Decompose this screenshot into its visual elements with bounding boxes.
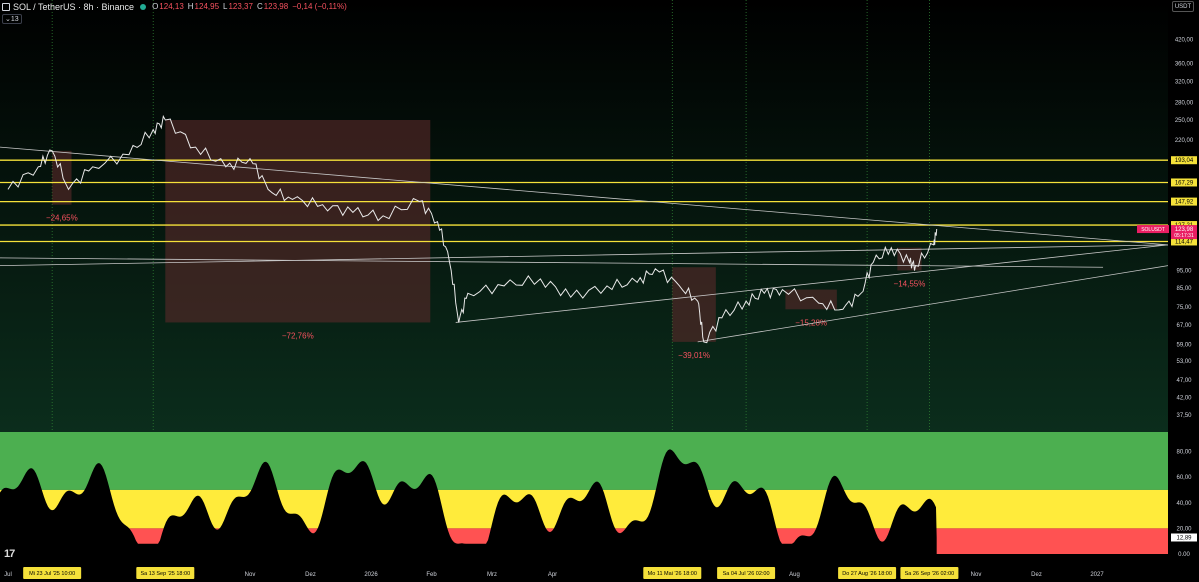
time-highlight-tag — [23, 567, 82, 579]
high-value: 124,95 — [194, 2, 220, 11]
tradingview-logo[interactable]: 17 — [4, 548, 15, 560]
oscillator-series — [0, 449, 937, 554]
symbol-tag-label: SOLUSDT — [1141, 227, 1165, 233]
drawdown-label: −14,55% — [894, 279, 926, 288]
price-tick-label: 250,00 — [1175, 118, 1194, 124]
drawdown-box — [785, 289, 837, 310]
price-tick-label: 420,00 — [1175, 37, 1194, 43]
level-tag — [1171, 197, 1197, 206]
level-tag-label: 147,92 — [1175, 200, 1194, 206]
time-highlight-label: Do 27 Aug '26 18:00 — [842, 571, 892, 577]
high-label: H — [187, 2, 194, 11]
indicator-count: 13 — [10, 15, 19, 23]
close-value: 123,98 — [263, 2, 289, 11]
price-tick-label: 85,00 — [1176, 286, 1192, 292]
time-highlight-tag — [838, 567, 897, 579]
time-highlight-label: Mo 11 Mai '26 18:00 — [648, 571, 697, 577]
time-highlight-tag — [717, 567, 776, 579]
price-tick-label: 47,00 — [1176, 378, 1192, 384]
price-tick-label: 59,00 — [1176, 343, 1192, 349]
time-tick-label: Aug — [789, 572, 800, 578]
drawdown-label: −72,76% — [282, 331, 314, 340]
price-tick-label: 53,00 — [1176, 359, 1192, 365]
symbol-icon — [2, 2, 10, 11]
change-value: −0,14 (−0,11%) — [292, 2, 347, 11]
drawdown-box — [165, 120, 431, 323]
currency-button[interactable]: USDT — [1172, 1, 1194, 12]
close-label: C — [256, 2, 263, 11]
time-highlight-label: Mi 23 Jul '25 10:00 — [29, 571, 75, 577]
time-tick-label: Jul — [4, 572, 12, 578]
oscillator-tick-label: 20,00 — [1176, 526, 1192, 532]
low-value: 123,37 — [228, 2, 253, 11]
open-value: 124,13 — [159, 2, 184, 11]
open-label: O — [152, 2, 159, 11]
time-highlight-label: Sa 26 Sep '26 02:00 — [905, 571, 955, 577]
price-tick-label: 42,00 — [1176, 395, 1192, 401]
level-tag — [1171, 237, 1197, 246]
time-tick-label: Apr — [548, 572, 557, 578]
indicator-toggle[interactable]: ⌄ 13 — [2, 14, 22, 24]
low-label: L — [223, 2, 228, 11]
price-tick-label: 280,00 — [1175, 100, 1194, 106]
trend-line — [0, 244, 1169, 267]
price-tick-label: 360,00 — [1175, 61, 1194, 67]
oscillator-value-label: 12,89 — [1176, 535, 1192, 541]
time-tick-label: 2027 — [1090, 572, 1104, 578]
drawdown-label: −39,01% — [678, 351, 710, 360]
time-tick-label: Nov — [971, 572, 982, 578]
time-highlight-tag — [643, 567, 702, 579]
time-tick-label: Feb — [426, 572, 437, 578]
price-tick-label: 220,00 — [1175, 138, 1194, 144]
time-highlight-label: Sa 04 Jul '26 02:00 — [723, 571, 770, 577]
time-tick-label: Dez — [1031, 572, 1042, 578]
drawdown-box — [897, 247, 922, 271]
price-tick-label: 67,00 — [1176, 323, 1192, 329]
time-tick-label: Dez — [305, 572, 316, 578]
oscillator-zone-green — [0, 432, 1168, 490]
price-series — [7, 114, 938, 344]
level-tag-label: 167,29 — [1175, 180, 1194, 186]
oscillator-tick-label: 0,00 — [1178, 552, 1190, 558]
trend-line — [0, 146, 1169, 246]
price-tick-label: 37,50 — [1176, 413, 1192, 419]
level-tag — [1171, 178, 1197, 187]
trend-line — [455, 244, 1169, 323]
oscillator-tick-label: 80,00 — [1176, 450, 1192, 456]
symbol-title[interactable]: SOL / TetherUS · 8h · Binance — [13, 1, 135, 12]
level-tag-label: 114,47 — [1175, 239, 1194, 245]
drawdown-box — [672, 267, 716, 342]
candle-timer-label: 05:17:31 — [1174, 233, 1194, 239]
time-highlight-label: Sa 13 Sep '25 18:00 — [140, 571, 190, 577]
time-tick-label: Nov — [245, 572, 256, 578]
time-tick-label: 2026 — [364, 572, 378, 578]
time-highlight-tag — [900, 567, 959, 579]
price-axis-background — [1168, 0, 1199, 582]
oscillator-value-tag — [1171, 533, 1197, 542]
level-tag — [1171, 156, 1197, 165]
market-status-icon — [140, 3, 147, 10]
trend-line — [697, 265, 1169, 343]
price-tick-label: 320,00 — [1175, 80, 1194, 86]
drawdown-label: −15,28% — [795, 318, 827, 327]
level-tag-label: 193,04 — [1175, 158, 1194, 164]
symbol-tag — [1137, 225, 1169, 234]
price-tick-label: 75,00 — [1176, 305, 1192, 311]
current-price-tag — [1171, 225, 1197, 240]
current-price-label: 123,98 — [1175, 227, 1194, 233]
oscillator-tick-label: 60,00 — [1176, 475, 1192, 481]
time-highlight-tag — [136, 567, 195, 579]
oscillator-tick-label: 40,00 — [1176, 501, 1192, 507]
price-tick-label: 95,00 — [1176, 268, 1192, 274]
time-axis-background — [0, 556, 1199, 582]
time-tick-label: Mrz — [487, 572, 497, 578]
drawdown-label: −24,65% — [46, 214, 78, 223]
trend-line — [0, 257, 1104, 268]
